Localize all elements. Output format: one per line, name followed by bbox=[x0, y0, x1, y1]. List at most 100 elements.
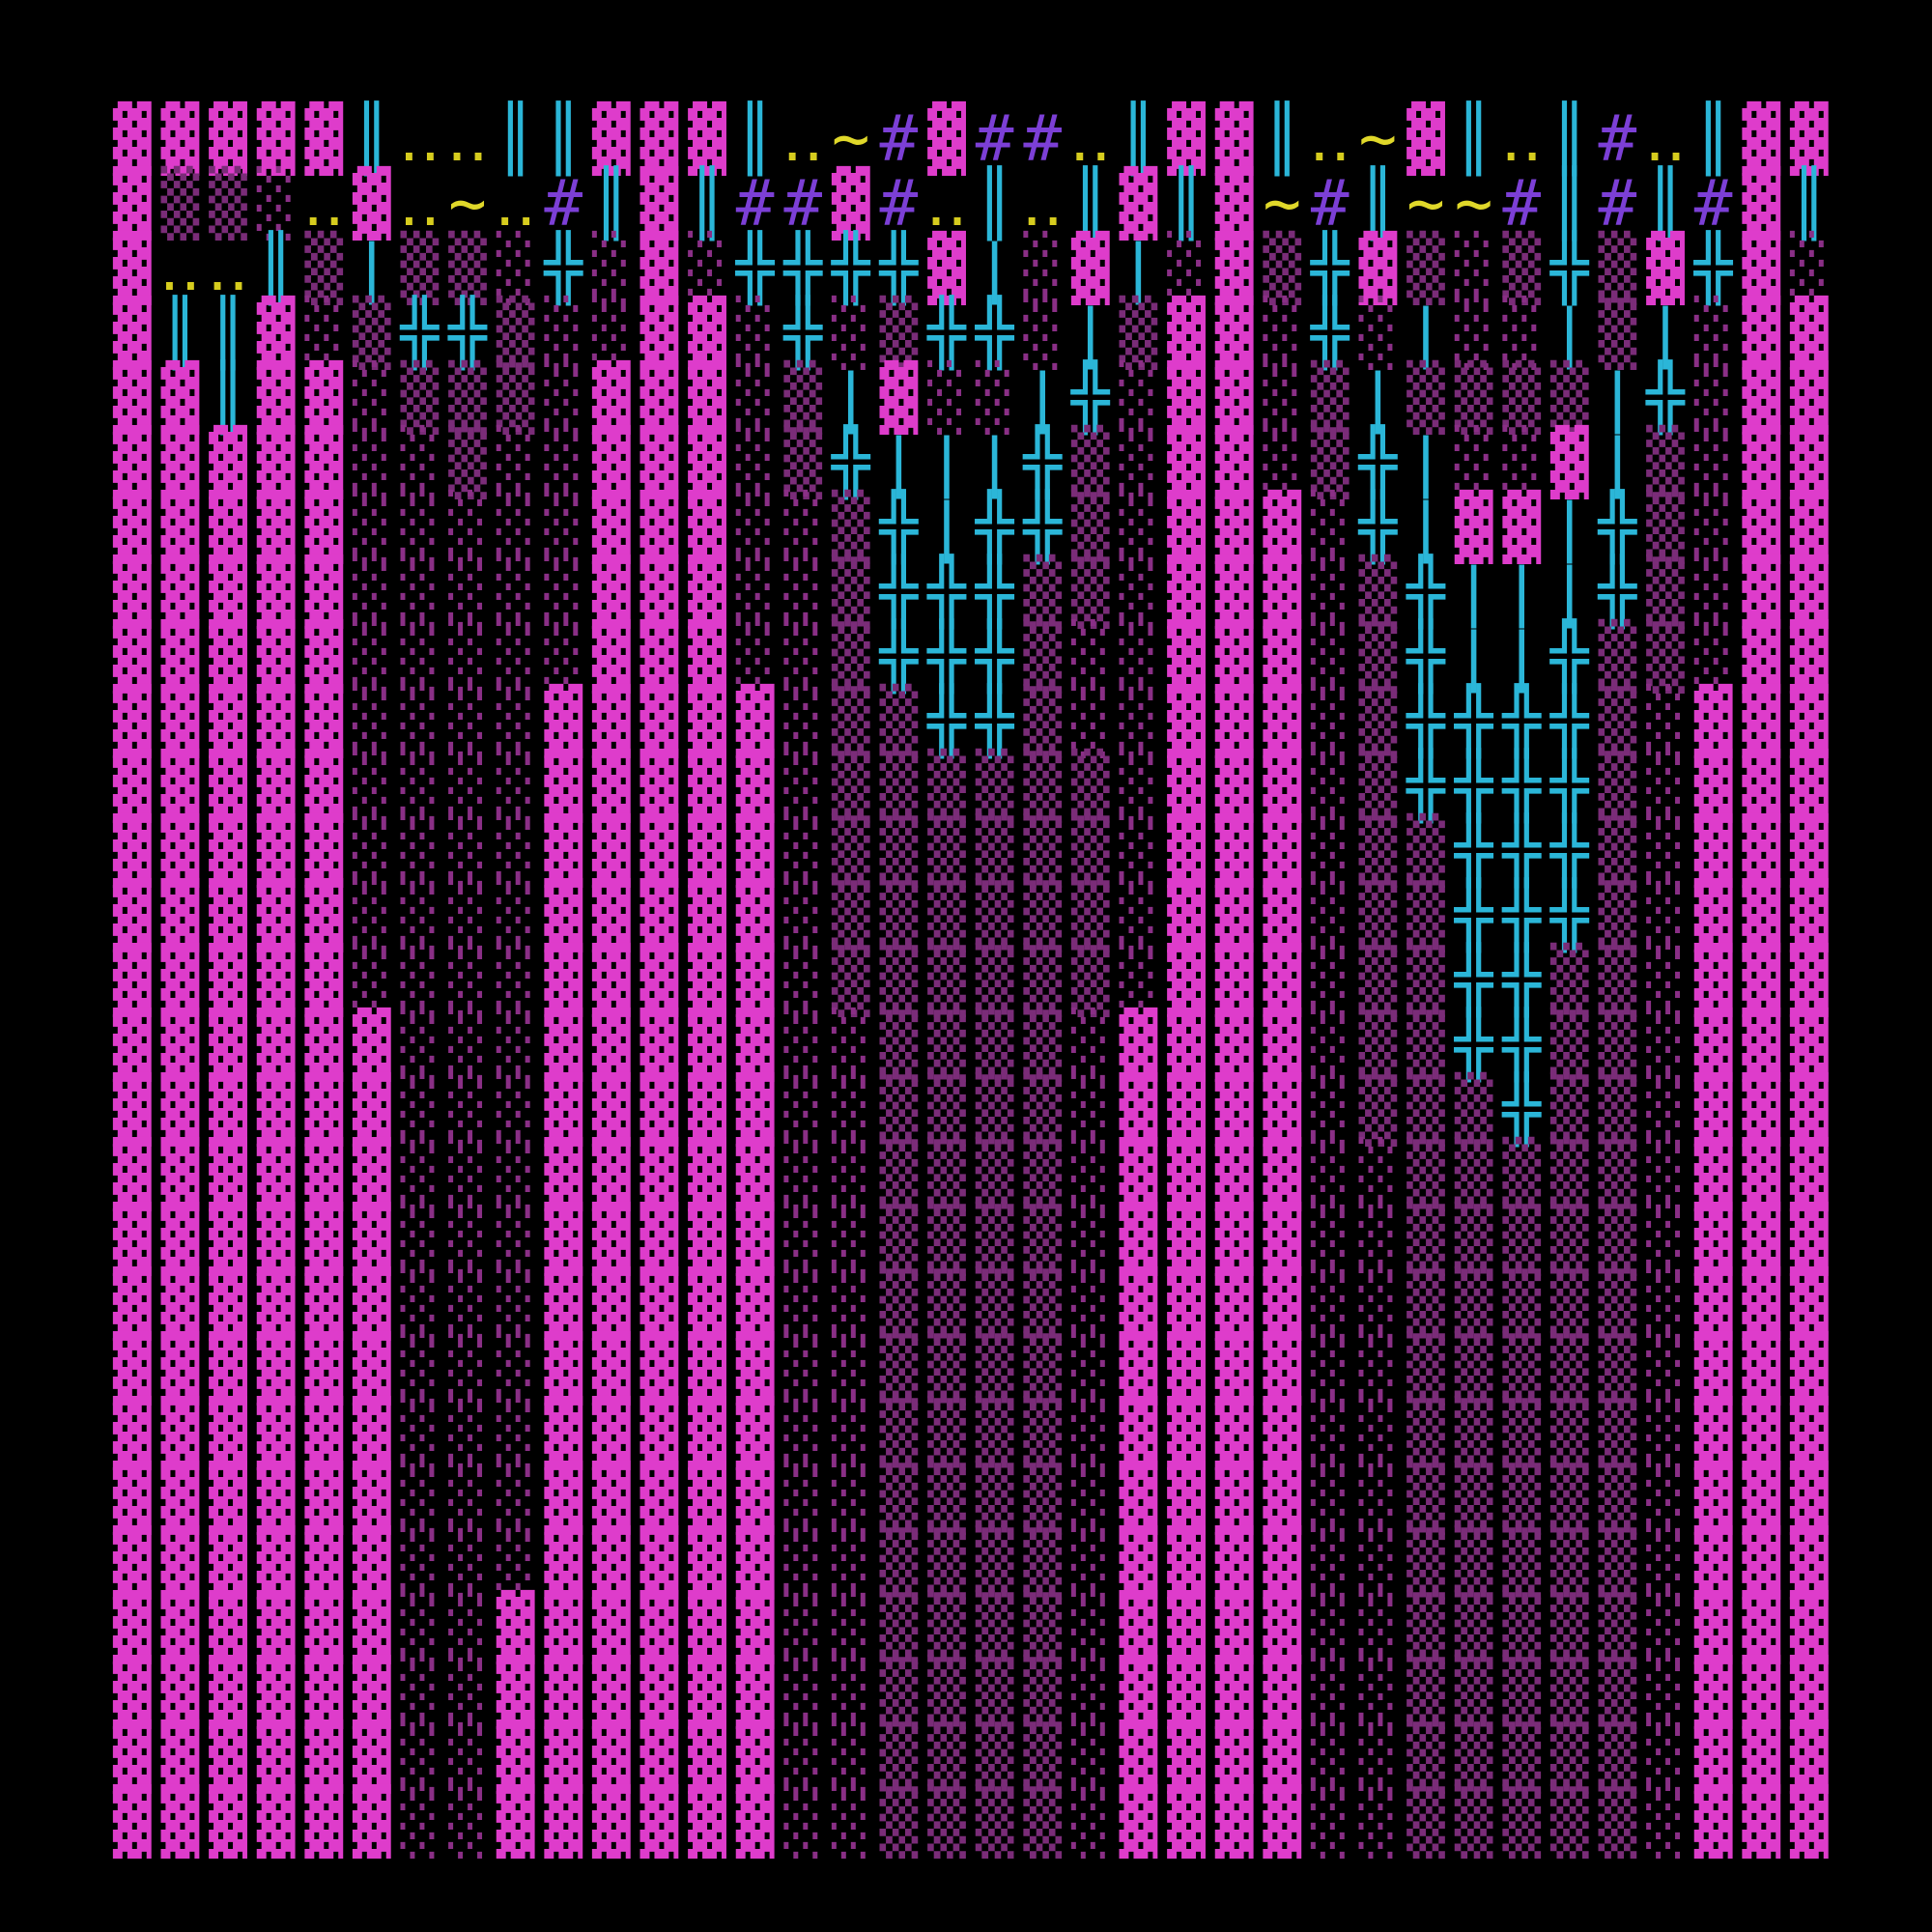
map-tile: ░ bbox=[353, 554, 391, 629]
map-tile: ▓ bbox=[1167, 1589, 1206, 1664]
map-tile: ▓ bbox=[1120, 1007, 1158, 1082]
map-tile: # bbox=[736, 166, 775, 241]
map-tile: ▓ bbox=[1742, 359, 1780, 435]
map-tile: ░ bbox=[1694, 424, 1733, 499]
map-tile: ▓ bbox=[1071, 230, 1110, 305]
map-tile: ▓ bbox=[161, 1524, 200, 1600]
map-tile: ▓ bbox=[640, 1330, 679, 1406]
map-tile: ▓ bbox=[161, 1201, 200, 1276]
map-tile: ╬ bbox=[1549, 812, 1590, 889]
map-tile: ▒ bbox=[1599, 1265, 1637, 1341]
map-tile: ░ bbox=[448, 618, 487, 694]
map-tile: ▒ bbox=[1502, 1201, 1541, 1276]
map-tile: ▓ bbox=[640, 359, 679, 435]
map-tile: ~ bbox=[1406, 166, 1445, 241]
map-tile: ▒ bbox=[1599, 683, 1637, 758]
map-tile: ░ bbox=[832, 1007, 870, 1082]
map-tile: ▓ bbox=[257, 683, 296, 758]
map-tile: ▓ bbox=[353, 1330, 391, 1406]
map-tile: ░ bbox=[1120, 812, 1158, 888]
map-tile: ▒ bbox=[1550, 1395, 1589, 1470]
map-tile: ░ bbox=[1071, 1783, 1110, 1859]
map-tile: ░ bbox=[401, 1071, 440, 1147]
map-tile: ▓ bbox=[1790, 748, 1829, 823]
map-tile: ▓ bbox=[544, 1719, 582, 1794]
map-tile: ▓ bbox=[1120, 165, 1158, 241]
map-tile: ▒ bbox=[1550, 1783, 1589, 1859]
map-tile: ▓ bbox=[592, 1460, 631, 1535]
map-tile: ░ bbox=[1646, 1265, 1685, 1341]
map-tile: ▓ bbox=[880, 359, 919, 435]
map-tile: ▒ bbox=[1502, 230, 1541, 305]
map-tile: ▓ bbox=[1742, 1589, 1780, 1664]
map-tile: ▓ bbox=[736, 748, 775, 823]
map-tile: ▓ bbox=[736, 942, 775, 1017]
map-tile: ▓ bbox=[304, 942, 343, 1017]
map-tile: ░ bbox=[497, 424, 535, 499]
map-tile: ╬ bbox=[1022, 489, 1063, 565]
map-tile: ▒ bbox=[976, 1460, 1014, 1535]
map-tile: | bbox=[927, 490, 966, 564]
map-tile: | bbox=[1120, 231, 1158, 305]
map-tile: ░ bbox=[497, 1007, 535, 1082]
map-tile: ▓ bbox=[113, 1719, 152, 1794]
map-tile: ▓ bbox=[209, 1783, 247, 1859]
map-tile: ▓ bbox=[1263, 1330, 1301, 1406]
map-tile: ▒ bbox=[1599, 1201, 1637, 1276]
map-tile: ▓ bbox=[497, 1589, 535, 1664]
map-tile: ║ bbox=[688, 165, 726, 242]
map-tile: ░ bbox=[736, 554, 775, 629]
map-tile: ▓ bbox=[1263, 618, 1301, 694]
map-tile: ▓ bbox=[688, 1589, 726, 1664]
map-tile: ║ bbox=[592, 165, 631, 242]
map-tile: ▓ bbox=[353, 1071, 391, 1147]
map-tile: ▒ bbox=[927, 1201, 966, 1276]
map-tile: ▓ bbox=[1694, 1330, 1733, 1406]
map-tile: ▒ bbox=[1599, 1330, 1637, 1406]
map-tile: ░ bbox=[783, 877, 822, 952]
map-tile: ╬ bbox=[879, 554, 920, 630]
map-tile: # bbox=[1694, 166, 1733, 241]
map-tile: ░ bbox=[1646, 812, 1685, 888]
map-tile: ░ bbox=[1359, 1265, 1398, 1341]
map-tile: ░ bbox=[1120, 748, 1158, 823]
map-tile: ▒ bbox=[1599, 1783, 1637, 1859]
map-tile: ╬ bbox=[1310, 295, 1350, 371]
map-tile: ▒ bbox=[1359, 618, 1398, 694]
map-tile: ▓ bbox=[1167, 1071, 1206, 1147]
map-tile: ▓ bbox=[113, 1783, 152, 1859]
map-tile: ░ bbox=[1311, 489, 1350, 564]
map-tile: ╬ bbox=[1454, 683, 1494, 759]
map-tile: ▒ bbox=[448, 359, 487, 435]
map-tile: ▓ bbox=[1120, 1395, 1158, 1470]
map-tile: ▒ bbox=[1455, 1524, 1493, 1600]
map-tile: ░ bbox=[497, 748, 535, 823]
map-tile: ▒ bbox=[976, 1007, 1014, 1082]
map-tile: ▓ bbox=[640, 1460, 679, 1535]
map-tile: ▒ bbox=[1023, 618, 1062, 694]
map-tile: | bbox=[1406, 490, 1445, 564]
map-tile: ░ bbox=[1071, 1071, 1110, 1147]
map-tile: ▓ bbox=[113, 1395, 152, 1470]
map-tile: ░ bbox=[1311, 1395, 1350, 1470]
map-tile: ▒ bbox=[1502, 1136, 1541, 1211]
map-tile: ▓ bbox=[1215, 424, 1254, 499]
map-tile: ▓ bbox=[1215, 1524, 1254, 1600]
map-tile: ░ bbox=[1263, 359, 1301, 435]
map-tile: ░ bbox=[401, 1589, 440, 1664]
map-tile: ░ bbox=[1646, 1654, 1685, 1729]
map-tile: ‥ bbox=[398, 101, 440, 176]
map-tile: ▓ bbox=[257, 424, 296, 499]
map-tile: ▓ bbox=[1167, 1719, 1206, 1794]
map-tile: ▒ bbox=[1599, 942, 1637, 1017]
map-tile: ▒ bbox=[1071, 812, 1110, 888]
map-tile: ║ bbox=[1550, 100, 1589, 177]
map-tile: ║ bbox=[1550, 165, 1589, 242]
map-tile: ▓ bbox=[1120, 1265, 1158, 1341]
map-tile: ░ bbox=[1646, 1395, 1685, 1470]
map-tile: ▓ bbox=[257, 554, 296, 629]
map-tile: ▓ bbox=[1742, 554, 1780, 629]
map-tile: ▒ bbox=[1599, 1136, 1637, 1211]
